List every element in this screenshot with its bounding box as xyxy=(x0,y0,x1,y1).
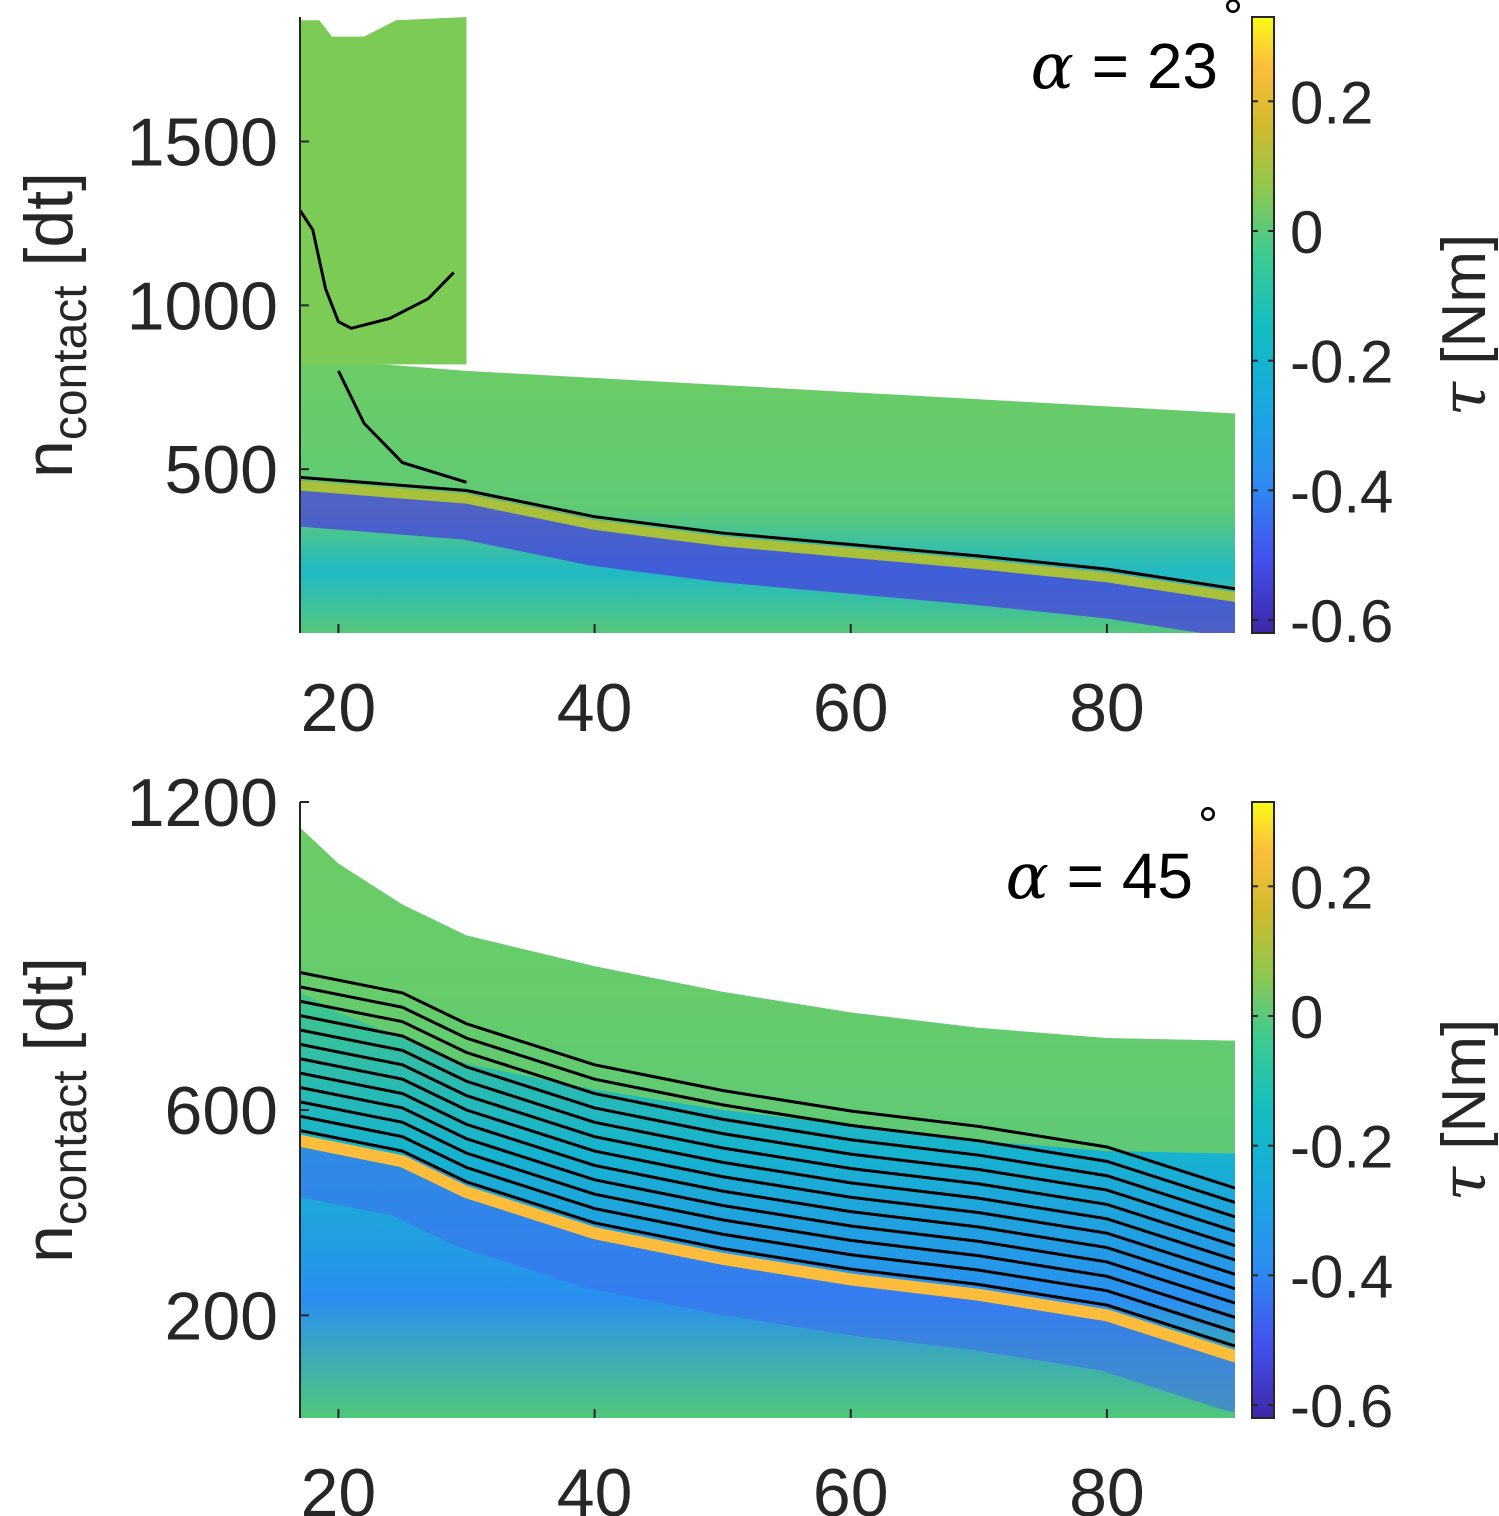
colorbar-label: τ [Nm] xyxy=(1427,234,1499,416)
contour-line xyxy=(300,1100,1235,1319)
upper-green-band xyxy=(300,827,1235,1154)
y-tick-label: 200 xyxy=(165,1278,278,1354)
y-axis-label: ncontact [dt] xyxy=(11,172,97,478)
alpha-annotation: α = 45 xyxy=(1006,840,1193,914)
minimum-torque-band xyxy=(300,1136,1235,1413)
contour-line xyxy=(300,1114,1235,1334)
panel-alpha-45: 200 600 1200 20 40 60 80 ncontact [dt] α = 45… xyxy=(11,765,1499,1516)
colorbar-tick-label: -0.2 xyxy=(1290,1114,1393,1181)
y-tick-label: 500 xyxy=(165,432,278,508)
contour-line xyxy=(300,970,1235,1190)
x-tick-label: 20 xyxy=(301,670,377,746)
colorbar-tick-label: 0.2 xyxy=(1290,69,1373,136)
zero-contour xyxy=(300,475,1235,591)
contour-line xyxy=(300,1057,1235,1276)
y-tick-label: 1500 xyxy=(127,105,278,181)
zero-contour xyxy=(337,370,467,484)
colorbar-tick-label: 0 xyxy=(1290,984,1323,1051)
y-tick-labels: 200 600 1200 xyxy=(127,765,309,1354)
y-tick-label: 1200 xyxy=(127,765,278,841)
colorbar xyxy=(1251,16,1275,634)
contour-line xyxy=(300,1042,1235,1262)
contour-line xyxy=(300,985,1235,1204)
colorbar-label: τ [Nm] xyxy=(1427,1019,1499,1201)
contour-line xyxy=(300,1129,1235,1348)
y-tick-label: 600 xyxy=(165,1073,278,1149)
colorbar-tick-label: -0.2 xyxy=(1290,329,1393,396)
contour-line xyxy=(300,1085,1235,1305)
y-axis-label: ncontact [dt] xyxy=(11,957,97,1263)
x-tick-label: 60 xyxy=(813,1455,889,1516)
contour-line xyxy=(300,1071,1235,1291)
x-tick-label: 40 xyxy=(557,1455,633,1516)
x-tick-label: 80 xyxy=(1069,1455,1145,1516)
colorbar-tick-label: 0 xyxy=(1290,199,1323,266)
colorbar-tick-label: -0.6 xyxy=(1290,1373,1393,1440)
contour-lines xyxy=(300,970,1235,1348)
contour-line xyxy=(300,999,1235,1219)
degree-symbol: ° xyxy=(1198,797,1218,853)
alpha-annotation: α = 23 xyxy=(1031,30,1218,104)
x-tick-label: 40 xyxy=(557,670,633,746)
x-tick-label: 80 xyxy=(1069,670,1145,746)
colorbar-tick-label: -0.4 xyxy=(1290,1243,1393,1310)
x-tick-labels: 20 40 60 80 xyxy=(301,624,1145,746)
contour-line xyxy=(300,1028,1235,1247)
colorbar-tick-label: -0.6 xyxy=(1290,588,1393,655)
panel-alpha-23: 500 1000 1500 20 40 60 80 ncontact [dt] α = 2… xyxy=(11,0,1499,746)
colorbar-tick-label: -0.4 xyxy=(1290,458,1393,525)
positive-torque-band xyxy=(300,1134,1235,1363)
colorbar-ticks: 0.2 0 -0.2 -0.4 -0.6 xyxy=(1252,854,1393,1440)
y-tick-label: 1000 xyxy=(127,268,278,344)
colorbar-tick-label: 0.2 xyxy=(1290,854,1373,921)
degree-symbol: ° xyxy=(1223,0,1243,45)
heatmap-region-upper xyxy=(300,17,467,365)
positive-torque-band xyxy=(300,480,1235,602)
y-tick-labels: 500 1000 1500 xyxy=(127,105,309,508)
contour-line xyxy=(300,1014,1235,1233)
zero-contour xyxy=(300,209,455,330)
x-tick-labels: 20 40 60 80 xyxy=(301,1409,1145,1516)
x-tick-label: 20 xyxy=(301,1455,377,1516)
minimum-torque-band xyxy=(300,480,1235,633)
colorbar xyxy=(1251,801,1275,1419)
x-tick-label: 60 xyxy=(813,670,889,746)
colorbar-ticks: 0.2 0 -0.2 -0.4 -0.6 xyxy=(1252,69,1393,655)
